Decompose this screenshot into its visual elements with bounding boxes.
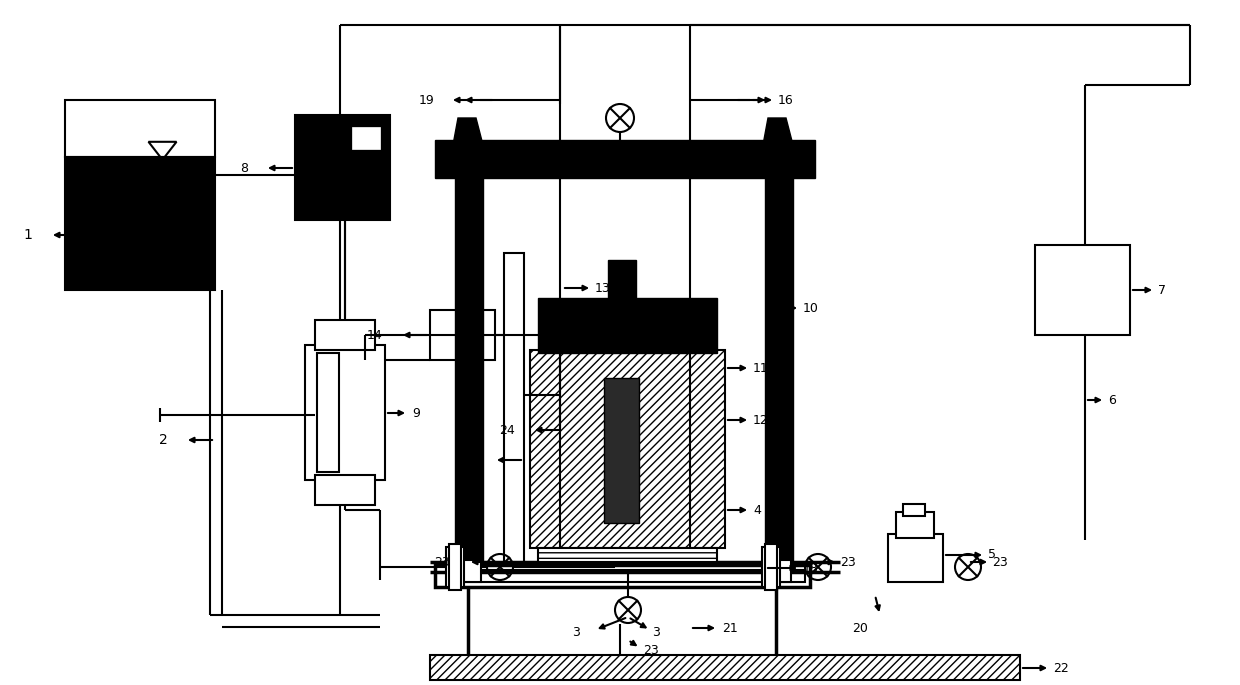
Bar (450, 570, 805, 582)
Polygon shape (453, 118, 484, 145)
Bar (765, 544, 777, 590)
Text: 3: 3 (652, 627, 660, 640)
Text: 7: 7 (1158, 284, 1166, 297)
Bar (765, 560, 791, 582)
Text: 10: 10 (804, 301, 818, 314)
Bar (305, 345, 384, 480)
Bar (897, 512, 934, 538)
Text: 3: 3 (572, 625, 580, 638)
Bar (295, 115, 391, 220)
Text: 6: 6 (1109, 393, 1116, 406)
Text: 22: 22 (1053, 662, 1069, 675)
Text: 23: 23 (839, 556, 856, 569)
Bar (888, 534, 942, 582)
Bar (64, 157, 215, 290)
Text: 15: 15 (652, 299, 668, 312)
Text: 23: 23 (992, 556, 1008, 569)
Bar (455, 178, 484, 565)
Bar (315, 320, 374, 350)
Text: 9: 9 (412, 406, 420, 419)
Bar (538, 298, 717, 353)
Bar (446, 547, 464, 587)
Text: 20: 20 (852, 621, 868, 634)
Bar (903, 504, 925, 516)
Bar (435, 140, 815, 178)
Bar (765, 178, 794, 565)
Bar (352, 127, 379, 149)
Bar (430, 655, 1021, 680)
Text: 23: 23 (644, 643, 658, 656)
Text: 8: 8 (241, 162, 248, 175)
Bar (455, 560, 481, 582)
Text: 21: 21 (722, 621, 738, 634)
Bar (503, 253, 525, 563)
Bar (64, 100, 215, 157)
Bar (608, 260, 636, 302)
Text: 2: 2 (159, 433, 167, 447)
Bar (315, 475, 374, 505)
Polygon shape (763, 118, 794, 145)
Bar (763, 547, 780, 587)
Text: 1: 1 (24, 228, 32, 242)
Text: 18: 18 (804, 562, 818, 575)
Text: 12: 12 (753, 414, 769, 427)
Text: 5: 5 (988, 549, 996, 562)
Text: 11: 11 (753, 362, 769, 375)
Bar (604, 378, 639, 523)
Bar (430, 310, 495, 360)
Text: 23: 23 (434, 556, 450, 569)
Text: 24: 24 (500, 423, 515, 436)
Text: 16: 16 (777, 93, 794, 106)
Text: 19: 19 (418, 93, 434, 106)
Text: 13: 13 (595, 282, 611, 295)
Text: 14: 14 (366, 329, 382, 342)
Bar (435, 565, 810, 587)
Text: 17: 17 (463, 453, 477, 466)
Bar (317, 353, 339, 472)
Bar (529, 350, 725, 548)
Bar (1035, 245, 1130, 335)
Bar (538, 548, 717, 562)
Text: 4: 4 (753, 503, 761, 516)
Bar (449, 544, 461, 590)
